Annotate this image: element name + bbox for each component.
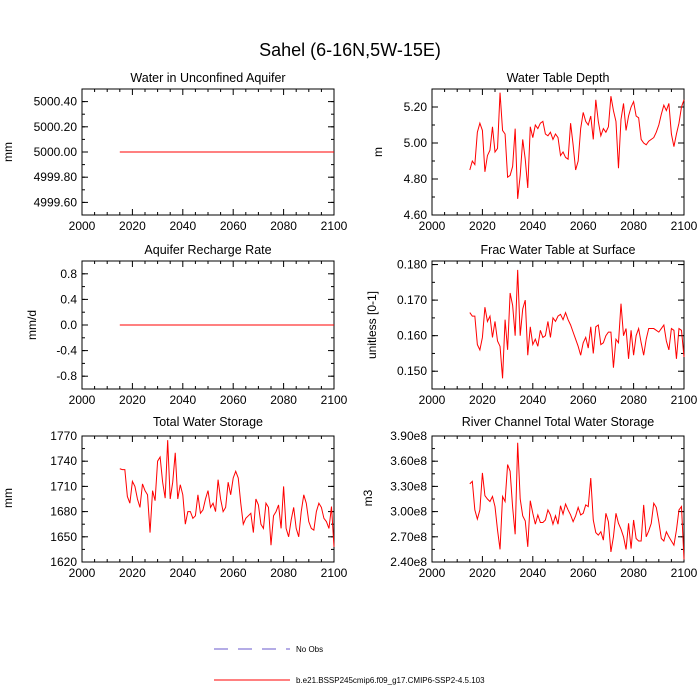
y-tick-label: 4999.60 [34, 195, 78, 209]
y-tick-label: 1710 [50, 479, 77, 493]
x-tick-label: 2060 [220, 566, 247, 580]
y-tick-label: 0.180 [397, 258, 427, 272]
x-tick-label: 2040 [519, 566, 546, 580]
series-line [469, 92, 685, 199]
plot-frame [431, 435, 685, 563]
y-tick-label: 1680 [50, 505, 77, 519]
panel-water-table-depth: Water Table Depth m 2000 2020 2040 2060 2080… [371, 71, 698, 233]
y-tick-label: -0.4 [56, 344, 77, 358]
x-tick-label: 2060 [220, 219, 247, 233]
y-tick-label: 5000.40 [34, 95, 78, 109]
y-tick-label: 4999.80 [34, 170, 78, 184]
y-tick-label: 5000.00 [34, 145, 78, 159]
panel-water-in-unconfined-aquifer: Water in Unconfined Aquifer mm 2000 2020 2… [1, 71, 348, 233]
x-tick-label: 2080 [620, 219, 647, 233]
legend: No Obs b.e21.BSSP245cmip6.f09_g17.CMIP6-… [214, 645, 485, 685]
y-axis-label: unitless [0-1] [365, 291, 379, 359]
panel-title: Water Table Depth [507, 71, 610, 85]
panel-frac-water-table-at-surface: Frac Water Table at Surface unitless [0-… [365, 243, 698, 407]
x-tick-label: 2000 [69, 566, 96, 580]
x-tick-label: 2040 [169, 566, 196, 580]
series-line [119, 440, 335, 547]
x-tick-label: 2020 [469, 393, 496, 407]
x-tick-label: 2040 [519, 393, 546, 407]
y-tick-label: 3.90e8 [390, 429, 427, 443]
x-tick-label: 2000 [69, 219, 96, 233]
y-tick-label: 0.150 [397, 364, 427, 378]
y-tick-label: 5000.20 [34, 120, 78, 134]
x-tick-label: 2060 [220, 393, 247, 407]
panel-title: Total Water Storage [153, 415, 263, 429]
x-tick-label: 2020 [469, 566, 496, 580]
x-tick-label: 2020 [119, 219, 146, 233]
y-tick-label: 4.60 [404, 208, 428, 222]
x-tick-label: 2100 [671, 219, 698, 233]
x-tick-label: 2080 [270, 393, 297, 407]
x-tick-label: 2100 [671, 566, 698, 580]
panel-title: Frac Water Table at Surface [481, 243, 636, 257]
legend-label-model: b.e21.BSSP245cmip6.f09_g17.CMIP6-SSP2-4.… [296, 676, 485, 685]
y-axis-label: mm [1, 142, 15, 162]
y-tick-label: 0.0 [60, 318, 77, 332]
y-tick-label: -0.8 [56, 369, 77, 383]
y-tick-label: 3.30e8 [390, 479, 427, 493]
series-line [469, 269, 685, 379]
x-tick-label: 2100 [321, 219, 348, 233]
x-tick-label: 2000 [419, 219, 446, 233]
x-tick-label: 2000 [419, 566, 446, 580]
y-axis-label: mm [1, 488, 15, 508]
x-tick-label: 2020 [119, 566, 146, 580]
x-tick-label: 2100 [671, 393, 698, 407]
legend-label-no-obs: No Obs [296, 645, 323, 654]
panel-title: Aquifer Recharge Rate [144, 243, 271, 257]
x-tick-label: 2040 [169, 393, 196, 407]
y-tick-label: 3.00e8 [390, 505, 427, 519]
x-tick-label: 2000 [69, 393, 96, 407]
x-tick-label: 2080 [620, 566, 647, 580]
x-tick-label: 2080 [270, 566, 297, 580]
y-axis-label: m3 [361, 489, 375, 506]
panel-title: Water in Unconfined Aquifer [130, 71, 285, 85]
x-tick-label: 2040 [169, 219, 196, 233]
y-tick-label: 2.40e8 [390, 555, 427, 569]
x-tick-label: 2040 [519, 219, 546, 233]
x-tick-label: 2000 [419, 393, 446, 407]
plot-frame [81, 435, 335, 563]
y-tick-label: 3.60e8 [390, 454, 427, 468]
panel-total-water-storage: Total Water Storage mm 2000 2020 2040 2060 2… [1, 415, 348, 580]
y-tick-label: 2.70e8 [390, 530, 427, 544]
y-tick-label: 0.8 [60, 267, 77, 281]
series-line [469, 442, 685, 560]
y-tick-label: 1650 [50, 530, 77, 544]
x-tick-label: 2100 [321, 393, 348, 407]
y-tick-label: 5.20 [404, 100, 428, 114]
panel-river-channel-total-water-storage: River Channel Total Water Storage m3 200… [361, 415, 698, 580]
panel-title: River Channel Total Water Storage [462, 415, 655, 429]
y-tick-label: 1740 [50, 454, 77, 468]
plot-frame [431, 260, 685, 390]
panel-aquifer-recharge-rate: Aquifer Recharge Rate mm/d 2000 2020 2040 2… [25, 243, 348, 407]
y-tick-label: 1620 [50, 555, 77, 569]
plot-frame [431, 88, 685, 216]
x-tick-label: 2060 [570, 219, 597, 233]
y-axis-label: m [371, 147, 385, 157]
y-tick-label: 0.4 [60, 292, 77, 306]
y-tick-label: 0.160 [397, 329, 427, 343]
y-tick-label: 5.00 [404, 136, 428, 150]
x-tick-label: 2060 [570, 393, 597, 407]
x-tick-label: 2020 [469, 219, 496, 233]
x-tick-label: 2080 [620, 393, 647, 407]
y-tick-label: 0.170 [397, 293, 427, 307]
x-tick-label: 2080 [270, 219, 297, 233]
x-tick-label: 2100 [321, 566, 348, 580]
x-tick-label: 2060 [570, 566, 597, 580]
y-tick-label: 4.80 [404, 172, 428, 186]
y-axis-label: mm/d [25, 310, 39, 340]
y-tick-label: 1770 [50, 429, 77, 443]
x-tick-label: 2020 [119, 393, 146, 407]
figure-title: Sahel (6-16N,5W-15E) [259, 40, 441, 60]
